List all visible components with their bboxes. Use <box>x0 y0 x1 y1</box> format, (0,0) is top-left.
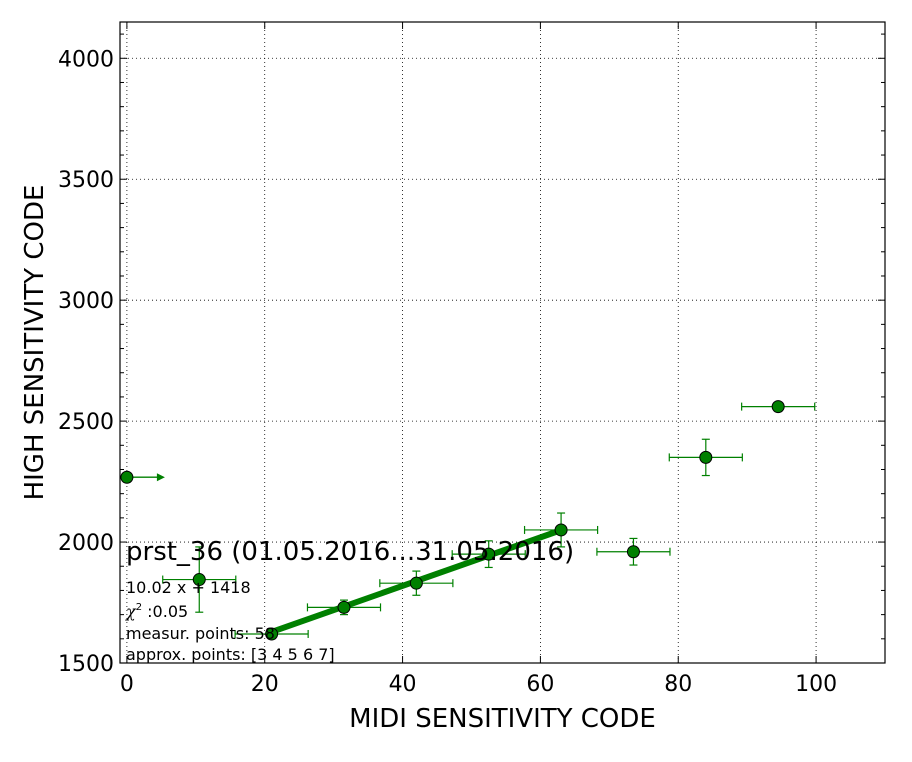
annotation-equation: 10.02 x + 1418 <box>126 578 251 597</box>
y-tick-label: 2500 <box>58 410 114 435</box>
data-point-group <box>668 438 743 477</box>
x-tick-label: 100 <box>795 672 837 697</box>
data-point-group <box>234 627 309 641</box>
data-point-group <box>596 537 671 566</box>
data-point-group <box>162 546 237 613</box>
chi-value: :0.05 <box>142 602 188 621</box>
y-tick-label: 3000 <box>58 289 114 314</box>
data-points <box>120 400 816 641</box>
x-axis-label: MIDI SENSITIVITY CODE <box>349 704 656 734</box>
data-point <box>337 600 351 614</box>
plot-frame <box>119 21 886 664</box>
data-point <box>554 523 568 537</box>
limit-arrow-head <box>156 473 165 482</box>
data-point <box>771 400 785 414</box>
annotation-measur-points: measur. points: 58 <box>126 624 275 643</box>
x-tick-label: 80 <box>664 672 692 697</box>
grid-lines <box>120 22 885 664</box>
data-point <box>626 545 640 559</box>
annotation-title: prst_36 (01.05.2016...31.05.2016) <box>126 537 574 567</box>
data-point <box>482 547 496 561</box>
x-tick-label: 20 <box>251 672 279 697</box>
x-tick-label: 0 <box>120 672 134 697</box>
data-point <box>265 627 279 641</box>
axis-ticks <box>120 22 885 664</box>
data-point <box>192 573 206 587</box>
tick-labels: 0 20 40 60 80 100 1500 2000 2500 3000 3500 4000 <box>58 47 837 697</box>
y-tick-label: 3500 <box>58 168 114 193</box>
annotation-approx-points: approx. points: [3 4 5 6 7] <box>126 645 335 664</box>
chi-exponent: 2 <box>136 602 142 613</box>
x-tick-label: 40 <box>389 672 417 697</box>
data-point-group <box>306 599 382 616</box>
y-axis-label: HIGH SENSITIVITY CODE <box>20 185 50 501</box>
data-point-group <box>523 512 599 548</box>
data-point <box>699 450 713 464</box>
annotation-chi-square: χ2 :0.05 <box>125 602 188 621</box>
x-tick-label: 60 <box>526 672 554 697</box>
y-tick-label: 1500 <box>58 652 114 677</box>
y-tick-label: 4000 <box>58 47 114 72</box>
data-point-group <box>741 400 816 414</box>
chi-symbol: χ <box>125 602 137 621</box>
data-point <box>120 470 134 484</box>
data-point-group <box>120 470 165 484</box>
annotation-block: prst_36 (01.05.2016...31.05.2016) 10.02 … <box>125 537 574 664</box>
data-point-group <box>379 570 454 596</box>
data-point <box>409 576 423 590</box>
data-point-group <box>451 540 526 569</box>
y-tick-label: 2000 <box>58 531 114 556</box>
minor-ticks <box>120 33 885 640</box>
